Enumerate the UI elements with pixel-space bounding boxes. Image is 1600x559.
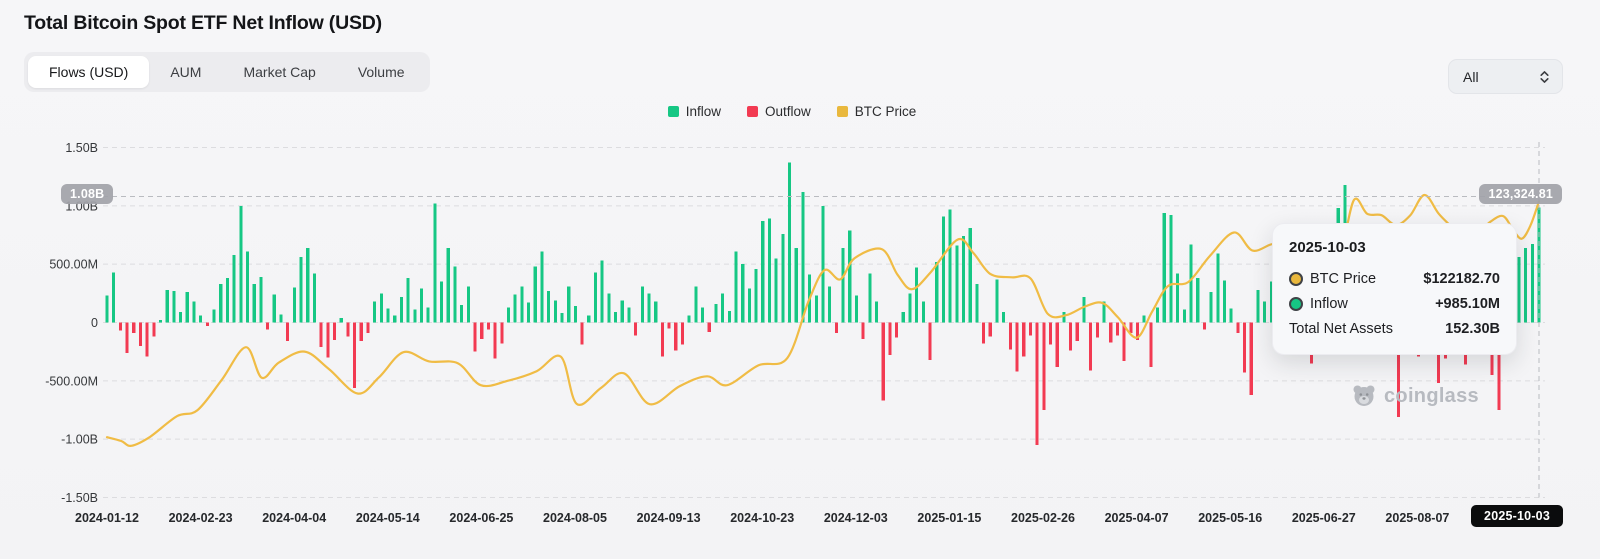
y-axis-crosshair-badge: 1.08B [61, 184, 114, 204]
tooltip-row-btc-price: BTC Price $122182.70 [1289, 266, 1500, 291]
legend-label: BTC Price [854, 104, 917, 119]
svg-text:-500.00M: -500.00M [45, 374, 98, 388]
btc-price-swatch-icon [836, 106, 848, 117]
svg-text:2025-06-27: 2025-06-27 [1292, 511, 1356, 525]
tooltip-date: 2025-10-03 [1289, 239, 1366, 256]
range-dropdown[interactable]: All [1448, 59, 1563, 94]
tooltip-row-label: Inflow [1310, 295, 1348, 312]
tooltip-row-label: Total Net Assets [1289, 320, 1393, 337]
svg-text:0: 0 [91, 316, 98, 330]
tooltip-row-value: 152.30B [1445, 320, 1500, 337]
tooltip-row-value: +985.10M [1435, 295, 1500, 312]
chart-legend: Inflow Outflow BTC Price [0, 104, 1592, 119]
inflow-swatch-icon [667, 106, 679, 117]
watermark-text: coinglass [1384, 384, 1479, 407]
svg-text:2024-09-13: 2024-09-13 [637, 511, 701, 525]
svg-text:-1.50B: -1.50B [61, 491, 98, 505]
page-title: Total Bitcoin Spot ETF Net Inflow (USD) [24, 12, 382, 34]
svg-text:2024-04-04: 2024-04-04 [262, 511, 326, 525]
tab-aum[interactable]: AUM [170, 64, 202, 80]
tab-market-cap[interactable]: Market Cap [243, 64, 316, 80]
legend-item-inflow[interactable]: Inflow [667, 104, 721, 119]
x-axis-crosshair-date-badge: 2025-10-03 [1471, 505, 1563, 527]
tooltip-row-label: BTC Price [1310, 270, 1377, 287]
svg-text:2025-04-07: 2025-04-07 [1105, 511, 1169, 525]
coinglass-bear-icon [1350, 382, 1378, 410]
legend-item-outflow[interactable]: Outflow [746, 104, 811, 119]
chevron-updown-icon [1539, 69, 1550, 85]
svg-text:2024-05-14: 2024-05-14 [356, 511, 420, 525]
view-tabs: Flows (USD) AUM Market Cap Volume [24, 52, 430, 92]
svg-text:2024-02-23: 2024-02-23 [169, 511, 233, 525]
svg-text:-1.00B: -1.00B [61, 433, 98, 447]
svg-text:2025-01-15: 2025-01-15 [917, 511, 981, 525]
chart-tooltip: 2025-10-03 BTC Price $122182.70 Inflow +… [1272, 223, 1517, 355]
tooltip-row-total-net-assets: Total Net Assets 152.30B [1289, 316, 1500, 341]
svg-text:500.00M: 500.00M [49, 258, 98, 272]
btc-price-dot-icon [1289, 271, 1303, 286]
price-axis-crosshair-badge: 123,324.81 [1479, 184, 1562, 204]
svg-text:2024-10-23: 2024-10-23 [730, 511, 794, 525]
x-axis-labels: 2024-01-12 2024-02-23 2024-04-04 2024-05-14… [75, 511, 1543, 525]
inflow-dot-icon [1289, 296, 1303, 311]
range-dropdown-value: All [1463, 68, 1479, 85]
tab-flows-usd[interactable]: Flows (USD) [28, 56, 150, 88]
legend-label: Outflow [764, 104, 811, 119]
svg-text:2025-02-26: 2025-02-26 [1011, 511, 1075, 525]
coinglass-watermark: coinglass [1350, 382, 1479, 410]
tooltip-row-inflow: Inflow +985.10M [1289, 291, 1500, 316]
svg-text:2025-08-07: 2025-08-07 [1385, 511, 1449, 525]
svg-text:2025-05-16: 2025-05-16 [1198, 511, 1262, 525]
tooltip-row-value: $122182.70 [1423, 270, 1500, 287]
svg-text:1.50B: 1.50B [65, 141, 98, 155]
svg-text:2024-12-03: 2024-12-03 [824, 511, 888, 525]
tab-volume[interactable]: Volume [357, 64, 405, 80]
svg-text:2024-08-05: 2024-08-05 [543, 511, 607, 525]
svg-text:2024-06-25: 2024-06-25 [449, 511, 513, 525]
outflow-swatch-icon [746, 106, 758, 117]
legend-item-btc-price[interactable]: BTC Price [836, 104, 917, 119]
legend-label: Inflow [685, 104, 721, 119]
svg-text:2024-01-12: 2024-01-12 [75, 511, 139, 525]
